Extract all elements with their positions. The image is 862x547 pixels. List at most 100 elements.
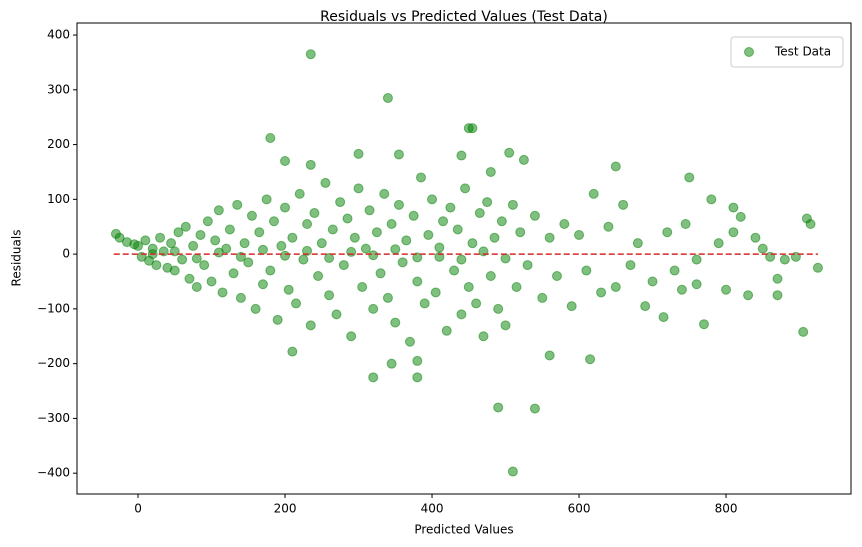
point	[313, 271, 324, 282]
point	[280, 156, 291, 167]
point	[496, 216, 507, 227]
point	[574, 229, 585, 240]
point	[368, 372, 379, 383]
point	[272, 314, 283, 325]
point	[243, 257, 254, 268]
point	[610, 281, 621, 292]
point	[658, 312, 669, 323]
y-axis-label: Residuals	[10, 230, 24, 287]
point	[268, 216, 279, 227]
point	[184, 273, 195, 284]
point	[669, 265, 680, 276]
point	[529, 403, 540, 414]
point	[305, 320, 316, 331]
point	[177, 254, 188, 265]
point	[353, 183, 364, 194]
legend-marker	[744, 47, 754, 57]
point	[393, 199, 404, 210]
point	[559, 218, 570, 229]
point	[691, 279, 702, 290]
point	[254, 227, 265, 238]
point	[360, 243, 371, 254]
point	[706, 194, 717, 205]
point	[493, 303, 504, 314]
point	[750, 232, 761, 243]
point	[324, 290, 335, 301]
y-tick-label: 400	[47, 28, 70, 42]
point	[522, 260, 533, 271]
point	[261, 194, 272, 205]
point	[412, 372, 423, 383]
point	[798, 326, 809, 337]
point	[529, 210, 540, 221]
y-tick-label: −100	[37, 301, 70, 315]
point	[698, 319, 709, 330]
point	[133, 240, 144, 251]
point	[386, 358, 397, 369]
point	[302, 245, 313, 256]
chart-title: Residuals vs Predicted Values (Test Data…	[320, 9, 608, 25]
point	[544, 232, 555, 243]
point	[647, 276, 658, 287]
point	[191, 253, 202, 264]
point	[246, 210, 257, 221]
point	[482, 197, 493, 208]
point	[445, 202, 456, 213]
point	[713, 238, 724, 249]
point	[721, 284, 732, 295]
point	[309, 208, 320, 219]
point	[195, 229, 206, 240]
point	[430, 287, 441, 298]
x-tick-label: 600	[568, 502, 591, 516]
point	[691, 254, 702, 265]
point	[250, 303, 261, 314]
point	[364, 205, 375, 216]
point	[588, 188, 599, 199]
x-tick-label: 0	[134, 502, 142, 516]
point	[662, 227, 673, 238]
y-tick-label: 300	[47, 82, 70, 96]
point	[772, 290, 783, 301]
point	[618, 199, 629, 210]
point	[210, 235, 221, 246]
legend-label: Test Data	[774, 45, 831, 59]
point	[474, 208, 485, 219]
point	[217, 287, 228, 298]
point	[603, 221, 614, 232]
point	[471, 298, 482, 309]
point	[235, 292, 246, 303]
point	[544, 350, 555, 361]
point	[287, 232, 298, 243]
point	[371, 227, 382, 238]
point	[151, 260, 162, 271]
point	[452, 224, 463, 235]
point	[551, 271, 562, 282]
point	[265, 265, 276, 276]
point	[812, 262, 823, 273]
point	[302, 218, 313, 229]
y-tick-label: 200	[47, 137, 70, 151]
point	[213, 205, 224, 216]
point	[743, 290, 754, 301]
point	[206, 276, 217, 287]
point	[305, 49, 316, 60]
point	[140, 235, 151, 246]
point	[294, 188, 305, 199]
point	[581, 265, 592, 276]
point	[324, 252, 335, 263]
point	[382, 93, 393, 104]
point	[596, 287, 607, 298]
point	[507, 466, 518, 477]
point	[585, 354, 596, 365]
point	[412, 252, 423, 263]
point	[485, 166, 496, 177]
point	[757, 243, 768, 254]
point	[467, 123, 478, 134]
point	[265, 133, 276, 144]
point	[408, 210, 419, 221]
point	[684, 172, 695, 183]
point	[493, 402, 504, 413]
point	[460, 183, 471, 194]
point	[335, 197, 346, 208]
y-tick-label: 0	[62, 247, 70, 261]
